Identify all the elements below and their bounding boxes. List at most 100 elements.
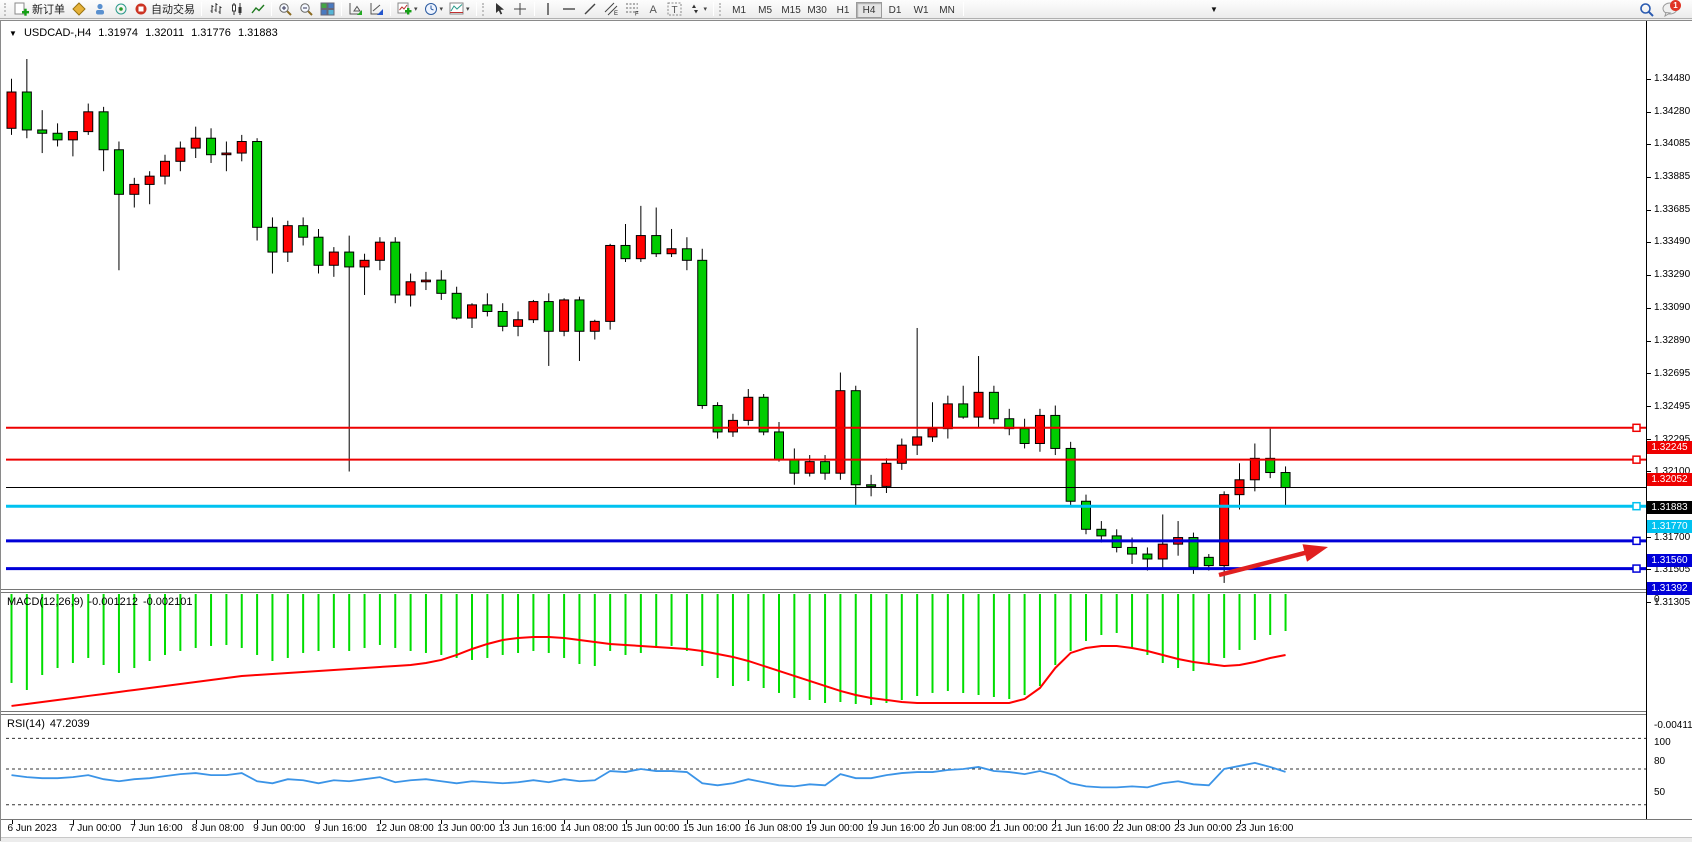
timeframe-button-h4[interactable]: H4 <box>856 2 883 19</box>
candle[interactable] <box>374 237 385 271</box>
candle[interactable] <box>543 293 554 366</box>
pane-separator[interactable] <box>1 589 1647 593</box>
candle[interactable] <box>21 59 32 139</box>
candle[interactable] <box>866 474 877 497</box>
market-button[interactable] <box>68 1 89 18</box>
line-chart-button[interactable] <box>247 1 268 18</box>
chart-shift-button[interactable] <box>366 1 387 18</box>
candle[interactable] <box>973 356 984 427</box>
zoom-in-button[interactable] <box>275 1 296 18</box>
candle[interactable] <box>83 103 94 135</box>
chat-button[interactable]: 1 <box>1658 0 1684 18</box>
candle[interactable] <box>1081 494 1091 535</box>
candle[interactable] <box>405 273 416 307</box>
candle[interactable] <box>206 128 217 163</box>
candle[interactable] <box>436 270 447 300</box>
candle[interactable] <box>850 385 861 507</box>
timeframe-button-m15[interactable]: M15 <box>778 2 804 18</box>
candle[interactable] <box>1249 443 1260 492</box>
horizontal-line-tool-button[interactable] <box>559 1 580 18</box>
auto-scroll-button[interactable] <box>345 1 366 18</box>
candle[interactable] <box>1004 408 1015 436</box>
candle[interactable] <box>912 327 923 456</box>
crosshair-tool-button[interactable] <box>510 1 531 18</box>
candle[interactable] <box>390 237 401 304</box>
autotrade-button[interactable]: 自动交易 <box>131 1 198 18</box>
periods-button[interactable]: ▾ <box>421 1 447 18</box>
candlestick-chart-button[interactable] <box>226 1 247 18</box>
candle[interactable] <box>113 141 124 271</box>
arrows-tool-button[interactable]: ▾ <box>685 1 711 18</box>
cursor-tool-button[interactable] <box>489 1 510 18</box>
candle[interactable] <box>451 286 462 320</box>
candle[interactable] <box>605 243 616 330</box>
bar-chart-button[interactable] <box>205 1 226 18</box>
timeframe-button-w1[interactable]: W1 <box>908 2 934 18</box>
main-chart-pane[interactable] <box>1 23 1647 589</box>
search-button[interactable] <box>1636 1 1658 18</box>
candle[interactable] <box>1173 521 1184 556</box>
candle[interactable] <box>666 228 677 258</box>
candle[interactable] <box>1065 441 1076 507</box>
rsi-pane[interactable] <box>1 715 1647 819</box>
vertical-line-tool-button[interactable] <box>538 1 559 18</box>
pane-separator[interactable] <box>1 711 1647 715</box>
candle[interactable] <box>67 131 78 157</box>
candle[interactable] <box>298 217 309 246</box>
timeframe-button-m30[interactable]: M30 <box>804 2 830 18</box>
macd-pane[interactable] <box>1 593 1647 711</box>
candle[interactable] <box>467 303 477 328</box>
tile-windows-button[interactable] <box>317 1 338 18</box>
timeframe-button-m1[interactable]: M1 <box>726 2 752 18</box>
candle[interactable] <box>160 154 170 185</box>
timeframe-button-h1[interactable]: H1 <box>830 2 856 18</box>
candle[interactable] <box>743 389 754 426</box>
candle[interactable] <box>804 455 815 477</box>
candle[interactable] <box>620 224 631 262</box>
time-axis[interactable]: 6 Jun 2023 7 Jun 00:00 7 Jun 16:00 8 Jun 08… <box>1 820 1692 837</box>
candle[interactable] <box>927 402 938 442</box>
candle[interactable] <box>267 217 278 274</box>
candle[interactable] <box>313 228 324 274</box>
candle[interactable] <box>1280 466 1291 506</box>
candle[interactable] <box>513 311 524 337</box>
candle[interactable] <box>1034 408 1045 452</box>
line-handle[interactable] <box>1632 455 1641 464</box>
trend-arrow-head[interactable] <box>1302 544 1328 562</box>
candle[interactable] <box>1265 428 1276 479</box>
candle[interactable] <box>221 141 232 172</box>
candle[interactable] <box>497 303 508 332</box>
candle[interactable] <box>727 413 738 437</box>
candle[interactable] <box>712 402 723 439</box>
timeframe-button-m5[interactable]: M5 <box>752 2 778 18</box>
candle[interactable] <box>482 293 493 317</box>
candle[interactable] <box>758 393 769 436</box>
candle[interactable] <box>129 177 140 208</box>
trendline-tool-button[interactable] <box>580 1 601 18</box>
candle[interactable] <box>528 299 539 324</box>
candle[interactable] <box>589 319 600 340</box>
candle[interactable] <box>252 138 263 241</box>
timeframe-button-mn[interactable]: MN <box>934 2 960 18</box>
candle[interactable] <box>98 106 109 172</box>
one-click-trading-expander[interactable]: ▼ <box>9 29 17 38</box>
candle[interactable] <box>789 448 800 485</box>
candle[interactable] <box>175 141 186 172</box>
candle[interactable] <box>681 237 692 271</box>
candle[interactable] <box>37 110 48 154</box>
candle[interactable] <box>328 247 339 277</box>
candle[interactable] <box>651 207 662 258</box>
candle[interactable] <box>574 296 585 361</box>
candle[interactable] <box>359 253 370 295</box>
candle[interactable] <box>835 372 846 480</box>
candle[interactable] <box>52 123 63 147</box>
candle[interactable] <box>896 438 907 470</box>
line-handle[interactable] <box>1632 536 1641 546</box>
line-handle[interactable] <box>1632 423 1641 433</box>
signals-button[interactable] <box>89 1 110 18</box>
candle[interactable] <box>988 385 999 424</box>
candle[interactable] <box>1234 463 1245 510</box>
trend-arrow-shaft[interactable] <box>1218 549 1312 578</box>
fibonacci-tool-button[interactable]: F <box>622 1 643 18</box>
line-handle[interactable] <box>1632 501 1641 511</box>
